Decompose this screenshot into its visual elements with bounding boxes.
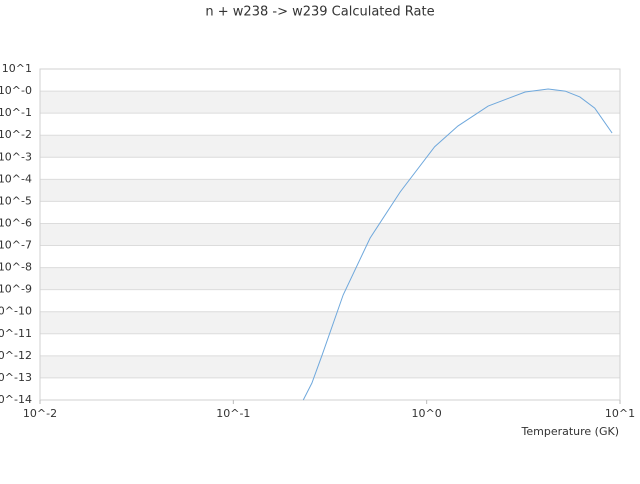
y-tick-label: 10^1 [2,62,32,75]
y-tick-label: 10^-3 [0,150,32,163]
chart-title: n + w238 -> w239 Calculated Rate [205,5,434,20]
x-axis-label: Temperature (GK) [521,425,620,438]
y-tick-label: 10^-0 [0,84,32,97]
y-tick-label: 10^-14 [0,393,32,406]
y-tick-label: 10^-10 [0,305,32,318]
y-tick-label: 10^-6 [0,216,32,229]
x-tick-label: 10^0 [412,407,442,420]
y-tick-label: 10^-12 [0,349,32,362]
y-tick-label: 10^-11 [0,327,32,340]
y-tick-label: 10^-7 [0,239,32,252]
x-tick-label: 10^-2 [23,407,57,420]
y-tick-label: 10^-4 [0,172,32,185]
x-tick-label: 10^1 [605,407,635,420]
data-line [302,88,613,401]
plot-border [39,68,621,401]
y-tick-label: 10^-5 [0,194,32,207]
y-tick-label: 10^-8 [0,261,32,274]
y-tick-label: 10^-2 [0,128,32,141]
y-tick-label: 10^-13 [0,371,32,384]
y-tick-label: 10^-9 [0,283,32,296]
x-tick-label: 10^-1 [216,407,250,420]
y-tick-label: 10^-1 [0,106,32,119]
